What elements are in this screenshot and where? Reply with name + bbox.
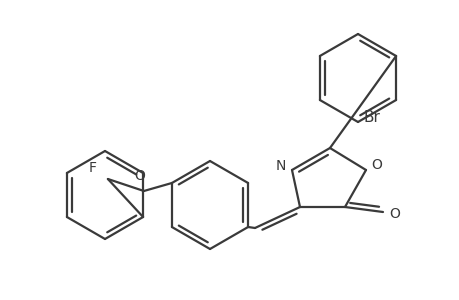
Text: N: N — [275, 159, 285, 173]
Text: F: F — [89, 161, 97, 175]
Text: O: O — [370, 158, 381, 172]
Text: Br: Br — [363, 110, 380, 124]
Text: O: O — [134, 169, 145, 183]
Text: O: O — [388, 207, 399, 221]
